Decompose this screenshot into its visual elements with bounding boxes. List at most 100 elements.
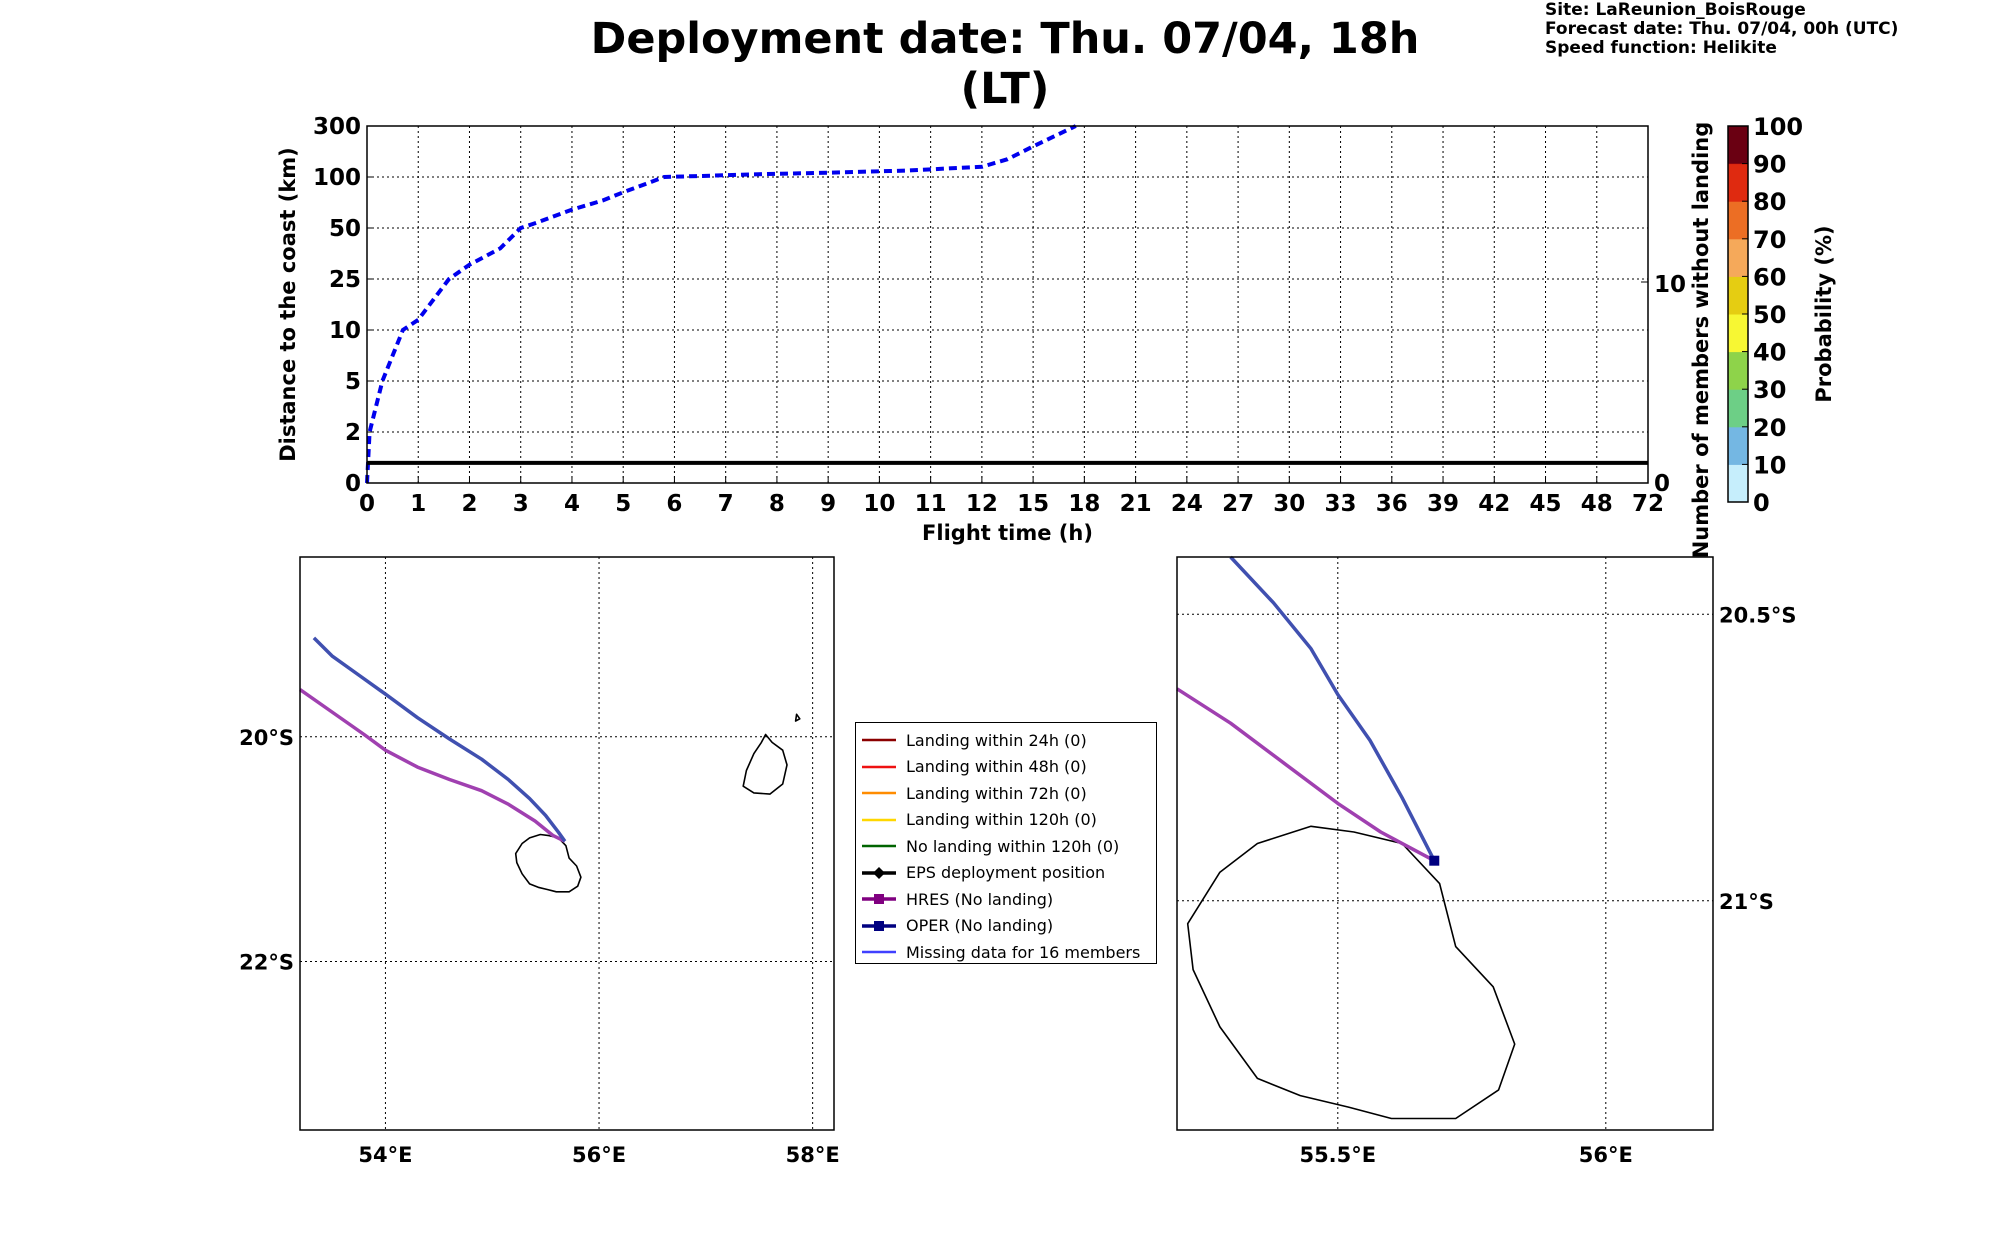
x-tick-label: 72: [1632, 491, 1664, 517]
x-tick-label: 0: [359, 491, 375, 517]
map-frame: [299, 556, 835, 1131]
map-lon-label: 58°E: [786, 1143, 840, 1167]
chart-frame: [366, 125, 1649, 484]
map-lat-label: 20.5°S: [1719, 603, 1796, 627]
y2-tick-label: 0: [1654, 471, 1670, 497]
colorbar-tick-label: 80: [1753, 188, 1786, 216]
map-lat-label: 20°S: [239, 726, 294, 750]
x-tick-label: 15: [1017, 491, 1049, 517]
map-lon-label: 56°E: [572, 1143, 626, 1167]
x-tick-label: 33: [1325, 491, 1357, 517]
colorbar-segment: [1728, 389, 1748, 428]
legend-label: Missing data for 16 members: [906, 942, 1141, 962]
legend-label: OPER (No landing): [906, 916, 1054, 936]
legend-item: EPS deployment position: [862, 860, 1150, 887]
x-tick-label: 3: [513, 491, 529, 517]
legend-label: HRES (No landing): [906, 889, 1054, 909]
forecast-date-label: Forecast date: Thu. 07/04, 00h (UTC): [1545, 19, 1899, 39]
x-tick-label: 36: [1376, 491, 1408, 517]
oper-track: [1229, 555, 1436, 862]
colorbar-tick-label: 20: [1753, 414, 1786, 442]
legend-swatch: [862, 739, 896, 742]
colorbar-segment: [1728, 238, 1748, 277]
y-tick-label: 50: [329, 216, 361, 242]
x-tick-label: 8: [769, 491, 785, 517]
x-tick-label: 9: [820, 491, 836, 517]
x-tick-label: 2: [461, 491, 477, 517]
map-frame: [1176, 556, 1714, 1131]
legend-item: Landing within 72h (0): [862, 780, 1150, 807]
x-tick-label: 5: [615, 491, 631, 517]
legend-label: EPS deployment position: [906, 863, 1106, 883]
map-lat-label: 22°S: [239, 950, 294, 974]
map-lat-label: 21°S: [1719, 890, 1774, 914]
reunion-coastline: [514, 833, 582, 893]
colorbar-tick-label: 30: [1753, 376, 1786, 404]
x-tick-label: 27: [1222, 491, 1254, 517]
colorbar-tick-label: 70: [1753, 226, 1786, 254]
colorbar-segment: [1728, 314, 1748, 353]
hres-track: [298, 688, 566, 843]
y-tick-label: 5: [345, 369, 361, 395]
mauritius-coastline: [742, 733, 788, 795]
x-tick-label: 11: [915, 491, 947, 517]
colorbar-tick-label: 100: [1753, 113, 1803, 141]
legend-label: Landing within 48h (0): [906, 757, 1087, 777]
y-tick-label: 300: [313, 114, 361, 140]
legend: Landing within 24h (0) Landing within 48h…: [855, 722, 1157, 964]
x-tick-label: 45: [1530, 491, 1562, 517]
x-tick-label: 10: [863, 491, 895, 517]
colorbar-segment: [1728, 163, 1748, 202]
legend-swatch: [862, 951, 896, 954]
colorbar-segment: [1728, 201, 1748, 240]
x-tick-label: 39: [1427, 491, 1459, 517]
colorbar-tick-label: 90: [1753, 151, 1786, 179]
legend-label: No landing within 120h (0): [906, 836, 1120, 856]
legend-swatch: [862, 792, 896, 795]
colorbar-tick-label: 60: [1753, 263, 1786, 291]
y-tick-label: 10: [329, 318, 361, 344]
site-label: Site: LaReunion_BoisRouge: [1545, 0, 1806, 20]
x-tick-label: 24: [1171, 491, 1203, 517]
oper-deployment-marker: [1429, 855, 1440, 866]
colorbar-tick-label: 50: [1753, 301, 1786, 329]
legend-swatch: [862, 920, 896, 931]
reunion-coastline: [1186, 825, 1516, 1120]
legend-swatch: [862, 845, 896, 848]
map-lon-label: 56°E: [1579, 1143, 1633, 1167]
y-axis-label: Distance to the coast (km): [276, 147, 300, 462]
x-axis-label: Flight time (h): [922, 521, 1093, 545]
x-tick-label: 4: [564, 491, 580, 517]
x-tick-label: 48: [1581, 491, 1613, 517]
legend-swatch: [862, 765, 896, 768]
x-tick-label: 21: [1120, 491, 1152, 517]
legend-label: Landing within 24h (0): [906, 730, 1087, 750]
x-tick-label: 30: [1273, 491, 1305, 517]
y-tick-label: 2: [345, 420, 361, 446]
forecast-info: Site: LaReunion_BoisRouge Forecast date:…: [1545, 1, 1898, 58]
legend-item: Landing within 120h (0): [862, 807, 1150, 834]
oper-track: [312, 636, 567, 843]
speed-function-label: Speed function: Helikite: [1545, 38, 1777, 58]
legend-swatch: [862, 894, 896, 905]
y2-axis-label: Number of members without landing: [1689, 122, 1713, 559]
colorbar-segment: [1728, 276, 1748, 315]
y-tick-label: 100: [313, 165, 361, 191]
colorbar-tick-label: 0: [1753, 489, 1770, 517]
x-tick-label: 42: [1478, 491, 1510, 517]
map-lon-label: 55.5°E: [1299, 1143, 1376, 1167]
legend-label: Landing within 120h (0): [906, 810, 1097, 830]
distance-series-line: [365, 124, 1077, 484]
colorbar-segment: [1728, 126, 1748, 164]
figure-title: Deployment date: Thu. 07/04, 18h (LT): [590, 14, 1420, 114]
legend-swatch: [862, 818, 896, 821]
colorbar-tick-label: 10: [1753, 451, 1786, 479]
y2-tick-label: 10: [1654, 272, 1686, 298]
map-zoom: [1176, 555, 1714, 1131]
y-tick-label: 25: [329, 267, 361, 293]
x-tick-label: 1: [410, 491, 426, 517]
x-tick-label: 12: [966, 491, 998, 517]
colorbar-segment: [1728, 426, 1748, 465]
